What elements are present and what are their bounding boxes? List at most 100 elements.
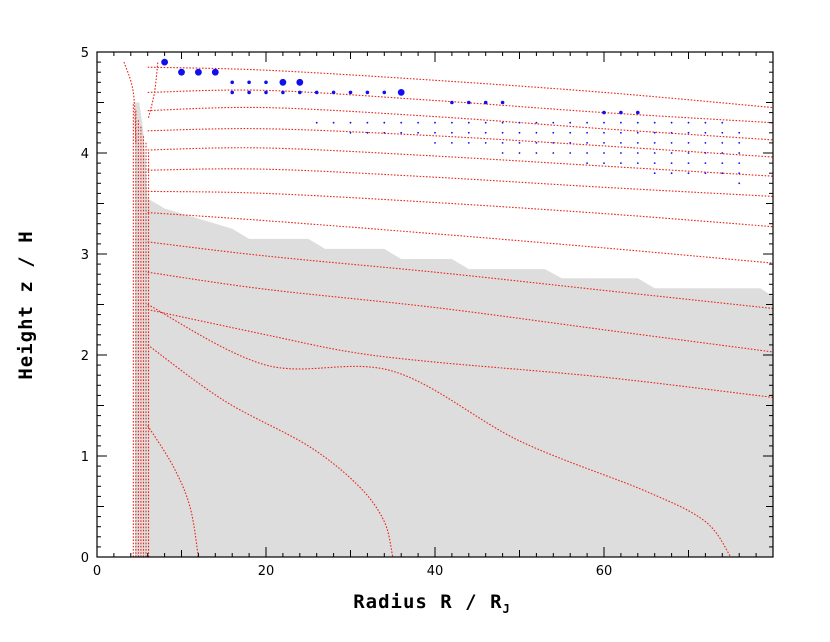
- flux-dot-small-92: [721, 131, 724, 134]
- contour-line-9: [147, 271, 773, 353]
- y-tick-label-5: 5: [81, 46, 89, 61]
- flux-dot-small-2: [349, 131, 352, 134]
- flux-dot-small-45: [586, 152, 588, 154]
- flux-dot-small-97: [738, 152, 741, 154]
- flux-dot-small-5: [366, 121, 369, 124]
- flux-dot-small-88: [721, 172, 724, 175]
- x-axis-title: Radius R / RJ: [353, 591, 511, 616]
- contour-lower-1: [147, 344, 394, 557]
- flux-dot-small-86: [704, 131, 707, 134]
- contour-inner-bend-a: [123, 61, 137, 143]
- flux-dot-large-2: [195, 68, 202, 76]
- y-tick-label-4: 4: [81, 147, 89, 162]
- flux-dot-medium-16: [500, 100, 505, 105]
- flux-dot-small-77: [687, 162, 690, 165]
- flux-dot-small-25: [501, 142, 504, 144]
- flux-dot-small-56: [620, 142, 622, 144]
- flux-dot-small-9: [400, 121, 403, 124]
- flux-dot-small-64: [653, 172, 656, 175]
- flux-dot-small-8: [400, 131, 403, 134]
- y-axis-title: Height z / H: [15, 230, 37, 379]
- axes: 0 20 40 60 0 1 2 3 4 5: [81, 46, 774, 579]
- flux-dot-small-14: [434, 121, 436, 124]
- flux-dot-small-65: [653, 162, 656, 165]
- flux-dot-small-46: [586, 142, 588, 144]
- flux-dot-small-51: [603, 142, 605, 144]
- flux-dot-small-23: [484, 121, 487, 124]
- flux-dot-small-40: [569, 152, 572, 154]
- flux-dot-small-70: [670, 172, 673, 175]
- flux-dot-large-1: [178, 68, 185, 76]
- flux-dot-small-38: [552, 131, 555, 134]
- flux-dot-small-87: [704, 121, 707, 124]
- flux-dot-small-6: [383, 131, 386, 134]
- flux-dot-large-3: [211, 68, 219, 76]
- plot-area: [123, 52, 773, 557]
- flux-dot-small-63: [636, 121, 639, 124]
- flux-dot-small-17: [451, 121, 453, 124]
- flux-dot-small-22: [484, 131, 487, 134]
- flux-dot-small-94: [738, 182, 741, 185]
- flux-dot-small-7: [383, 121, 386, 124]
- flux-dot-small-28: [518, 152, 521, 154]
- flux-dot-small-47: [586, 131, 588, 134]
- flux-dot-small-37: [552, 142, 555, 144]
- flux-dot-small-73: [670, 142, 673, 144]
- flux-dot-medium-0: [230, 80, 234, 85]
- flux-dot-small-50: [603, 152, 605, 154]
- flux-dot-small-69: [653, 121, 656, 124]
- y-tick-label-0: 0: [81, 551, 89, 566]
- flux-dot-small-44: [586, 162, 588, 165]
- flux-dot-small-19: [467, 131, 470, 134]
- flux-dot-medium-11: [365, 90, 370, 95]
- contour-line-2: [147, 106, 773, 141]
- y-tick-label-3: 3: [81, 248, 89, 263]
- flux-dot-small-1: [332, 121, 335, 124]
- flux-dot-small-27: [501, 121, 504, 124]
- flux-dot-small-13: [434, 131, 436, 134]
- flux-dot-small-34: [535, 131, 538, 134]
- x-tick-label-3: 60: [596, 564, 613, 579]
- flux-dot-small-36: [552, 152, 555, 154]
- flux-dot-small-59: [636, 162, 639, 165]
- contour-inner-bend-b: [147, 62, 159, 118]
- flux-dot-small-20: [467, 121, 470, 124]
- plot-content: [123, 52, 773, 557]
- flux-dot-small-75: [670, 121, 673, 124]
- flux-dot-small-11: [417, 121, 419, 124]
- contour-lower-0: [147, 425, 199, 557]
- flux-dot-small-84: [704, 152, 707, 154]
- flux-dot-medium-6: [281, 90, 285, 95]
- flux-dot-small-49: [603, 162, 605, 165]
- flux-dot-medium-12: [382, 90, 387, 95]
- flux-dot-medium-8: [314, 90, 319, 95]
- y-tick-label-2: 2: [81, 349, 89, 364]
- flux-dot-small-4: [366, 131, 369, 134]
- flux-dot-large-0: [161, 58, 169, 66]
- contour-line-1: [147, 89, 773, 124]
- flux-dot-small-15: [451, 142, 453, 144]
- flux-dot-small-10: [417, 131, 419, 134]
- flux-dot-small-21: [484, 142, 487, 144]
- flux-dot-small-61: [636, 142, 639, 144]
- flux-dot-small-48: [586, 121, 588, 124]
- flux-dot-small-54: [620, 162, 622, 165]
- contour-line-8: [147, 241, 773, 310]
- flux-dot-small-58: [620, 121, 622, 124]
- contour-line-4: [147, 147, 773, 177]
- flux-dot-small-99: [738, 131, 741, 134]
- flux-dot-small-18: [467, 142, 470, 144]
- contour-lower-2: [147, 304, 732, 557]
- flux-dot-small-39: [552, 121, 555, 124]
- flux-dot-small-42: [569, 131, 572, 134]
- flux-dot-medium-18: [619, 110, 623, 115]
- flux-dot-small-95: [738, 172, 741, 175]
- flux-dot-large-4: [279, 78, 287, 86]
- flux-dot-small-74: [670, 131, 673, 134]
- flux-dot-small-26: [501, 131, 504, 134]
- flux-dot-small-24: [501, 152, 504, 154]
- flux-dot-small-79: [687, 142, 690, 144]
- flux-dot-small-80: [687, 131, 690, 134]
- x-tick-label-1: 20: [258, 564, 275, 579]
